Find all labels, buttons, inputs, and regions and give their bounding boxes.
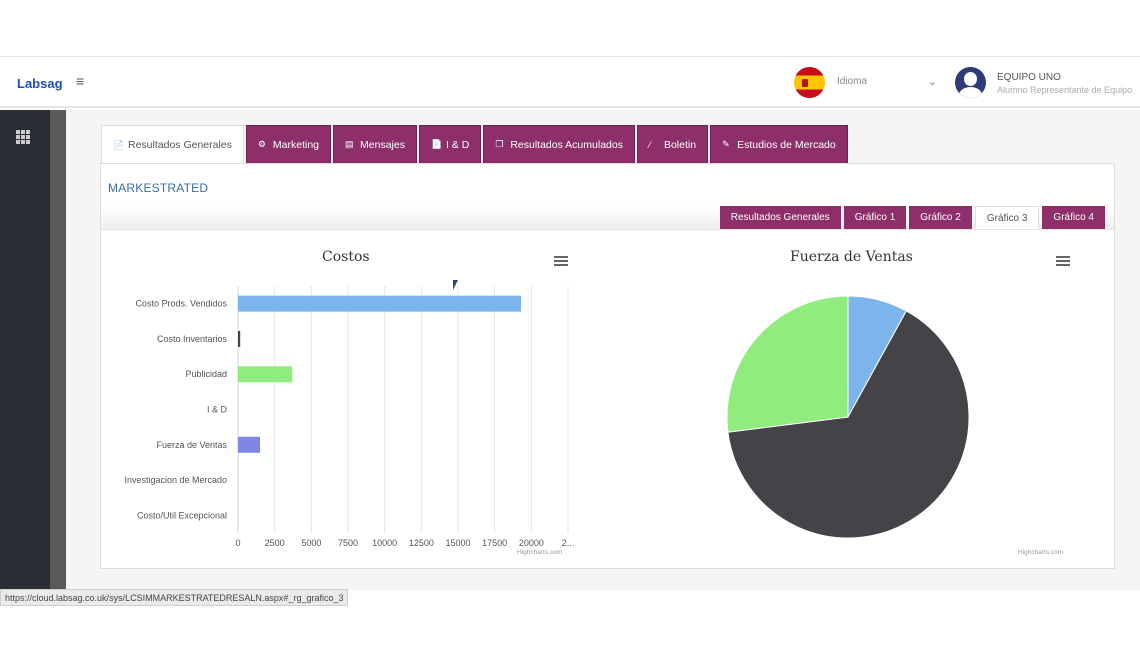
main-tabs: 📄 Resultados Generales ⚙ Marketing ▤ Mensaj… [101,125,850,164]
tab-label: I & D [445,138,470,151]
fuerza-ventas-pie-chart [726,295,970,539]
chart-credits[interactable]: Highcharts.com [1018,549,1064,556]
tab-label: Marketing [272,138,320,151]
x-tick-label: 10000 [372,538,397,548]
chart-subtabs: Resultados Generales Gráfico 1 Gráfico 2… [717,206,1105,229]
mouse-cursor-icon [453,280,463,290]
category-label: Investigacion de Mercado [124,475,227,485]
tab-boletin[interactable]: ⁄ Boletin [636,125,709,164]
tab-label: Mensajes [360,138,405,151]
tab-i-d[interactable]: 📄 I & D [418,125,482,164]
chart-credits[interactable]: Highcharts.com [517,549,563,556]
chevron-down-icon: ⌄ [927,76,937,88]
tab-resultados-acumulados[interactable]: ❐ Resultados Acumulados [483,125,635,164]
category-label: Costo Prods. Vendidos [135,299,227,309]
tab-label: Resultados Generales [128,139,232,151]
leaf-icon: ✎ [722,139,730,149]
x-tick-label: 17500 [482,538,507,548]
x-tick-label: 0 [235,538,240,548]
fuerza-ventas-chart-menu-icon[interactable] [1056,256,1070,268]
costos-bar-chart: 0 2500 5000 7500 10000 12500 15000 17500 20000 2.… [124,286,575,548]
tab-estudios-de-mercado[interactable]: ✎ Estudios de Mercado [710,125,848,164]
spain-flag-icon[interactable] [794,67,825,98]
x-tick-label: 20000 [519,538,544,548]
status-url-bar: https://cloud.labsag.co.uk/sys/LCSIMMARK… [0,589,349,606]
bar-fuerza-de-ventas[interactable] [238,436,260,453]
brand-logo[interactable]: Labsag [17,76,63,91]
sidebar-edge [50,110,66,590]
category-label: Fuerza de Ventas [156,440,227,450]
tab-label: Boletin [663,138,697,151]
message-icon: ▤ [345,139,354,149]
magic-wand-icon: ⁄ [648,139,651,150]
sidebar [0,110,50,590]
tab-label: Estudios de Mercado [737,138,836,151]
hamburger-menu-icon[interactable]: ≡ [76,73,85,89]
fuerza-ventas-chart-title: Fuerza de Ventas [790,249,913,265]
user-avatar-icon[interactable] [955,67,986,98]
category-label: Costo/Util Excepcional [137,510,227,520]
category-label: I & D [207,405,228,415]
x-tick-label: 2... [562,538,575,548]
bar-publicidad[interactable] [238,366,293,383]
x-tick-label: 12500 [409,538,434,548]
tab-mensajes[interactable]: ▤ Mensajes [333,125,417,164]
subtab-resultados-generales[interactable]: Resultados Generales [719,206,841,229]
x-tick-label: 5000 [301,538,321,548]
document-icon: 📄 [113,139,125,150]
apps-grid-icon[interactable] [16,130,30,144]
copy-icon: ❐ [495,139,504,149]
browser-top-area [0,0,1140,57]
language-select[interactable]: Idioma ⌄ [837,76,939,92]
user-role: Alumno Representante de Equipo [997,85,1133,95]
language-label: Idioma [837,76,868,87]
x-tick-label: 7500 [338,538,358,548]
tab-marketing[interactable]: ⚙ Marketing [245,125,332,164]
top-navbar: Labsag ≡ Idioma ⌄ EQUIPO UNO Alumno Repr… [0,58,1140,108]
subtab-grafico-4[interactable]: Gráfico 4 [1042,206,1105,229]
category-label: Costo Inventarios [157,334,228,344]
x-tick-label: 2500 [265,538,285,548]
gears-icon: ⚙ [257,139,266,149]
user-name[interactable]: EQUIPO UNO [997,72,1061,83]
panel-title: MARKESTRATED [108,181,209,195]
pie-slice[interactable] [726,295,849,433]
category-label: Publicidad [185,369,227,379]
subtab-grafico-2[interactable]: Gráfico 2 [909,206,972,229]
x-tick-label: 15000 [445,538,470,548]
subtab-grafico-1[interactable]: Gráfico 1 [843,206,907,229]
bar-costo-inventarios[interactable] [238,330,241,347]
tab-resultados-generales[interactable]: 📄 Resultados Generales [101,125,244,164]
costos-chart-title: Costos [322,249,370,265]
costos-chart-menu-icon[interactable] [554,256,568,268]
tab-label: Resultados Acumulados [510,138,623,151]
subtab-grafico-3[interactable]: Gráfico 3 [974,206,1040,229]
document-icon: 📄 [430,139,443,149]
bar-costo-prods-vendidos[interactable] [238,295,522,312]
pie-slice[interactable] [727,310,970,539]
